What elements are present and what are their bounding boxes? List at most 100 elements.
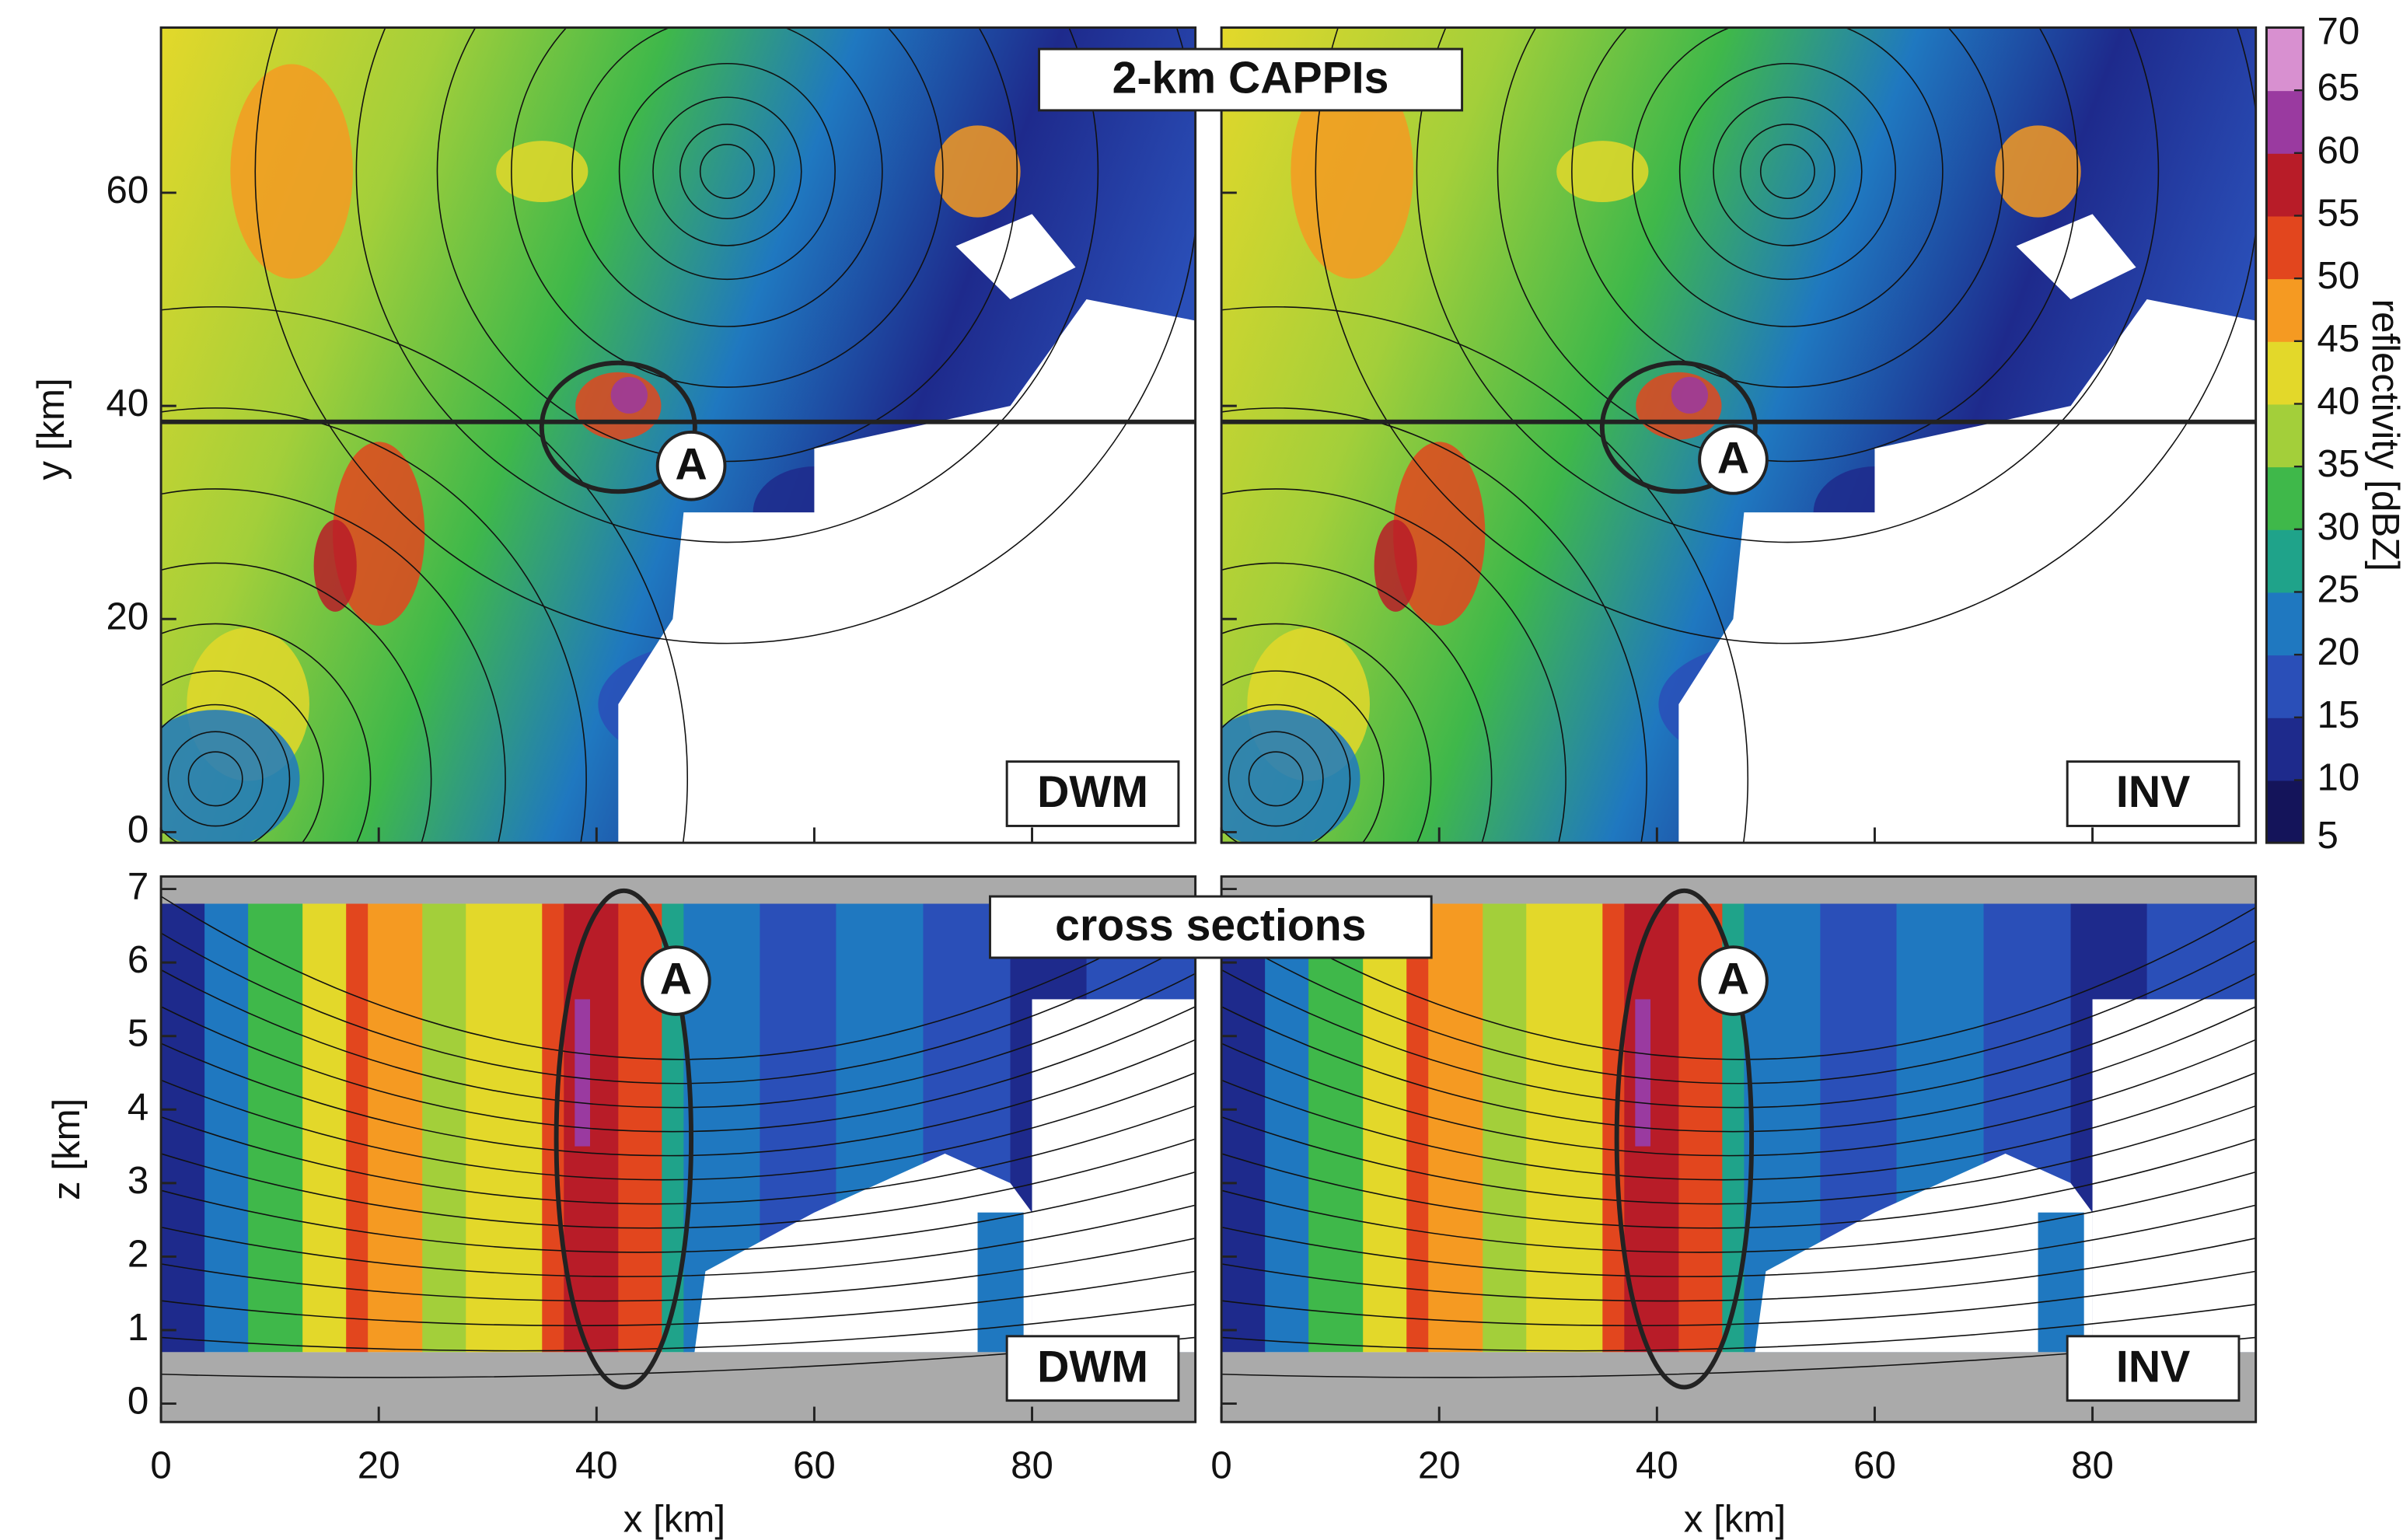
- x-tick-label: 60: [793, 1444, 836, 1486]
- field-blob: [1995, 125, 2080, 217]
- field-stripe: [1221, 903, 1266, 1352]
- colorbar-segment: [2266, 278, 2303, 342]
- panel-label: DWM: [1007, 762, 1179, 826]
- field-blob: [1192, 710, 1360, 847]
- panel-label: DWM: [1007, 1336, 1179, 1401]
- colorbar-tick-label: 35: [2317, 442, 2359, 485]
- field-stripe: [1265, 903, 1309, 1352]
- y-tick-label: 20: [107, 595, 149, 637]
- colorbar-tick-label: 25: [2317, 567, 2359, 610]
- field-blob: [230, 65, 353, 279]
- field-stripe: [575, 999, 590, 1146]
- title-top-text: 2-km CAPPIs: [1112, 54, 1389, 103]
- feature-marker-text: A: [1717, 955, 1749, 1004]
- y-axis-label: y [km]: [30, 378, 72, 480]
- x-tick-label: 20: [1418, 1444, 1461, 1486]
- figure: y [km] z [km] x [km] x [km] reflectivity…: [0, 0, 2403, 1540]
- x-tick-label: 80: [1011, 1444, 1053, 1486]
- field-stripe: [1526, 903, 1603, 1352]
- no-echo-region: [2093, 999, 2256, 1352]
- field-blob: [1374, 520, 1417, 612]
- y-tick-label: 60: [107, 169, 149, 211]
- colorbar-segment: [2266, 27, 2303, 91]
- field-stripe: [1602, 903, 1625, 1352]
- colorbar-segment: [2266, 529, 2303, 593]
- y-tick-label: 40: [107, 382, 149, 424]
- field-blob: [314, 520, 357, 612]
- z-tick-label: 2: [127, 1232, 148, 1275]
- x-tick-label: 40: [1636, 1444, 1678, 1486]
- feature-marker-text: A: [660, 955, 692, 1004]
- feature-marker: A: [658, 432, 725, 500]
- feature-marker: A: [642, 947, 710, 1014]
- x-tick-label: 20: [358, 1444, 400, 1486]
- z-tick-label: 7: [127, 865, 148, 908]
- x-tick-label: 0: [150, 1444, 171, 1486]
- z-tick-label: 1: [127, 1306, 148, 1349]
- colorbar-segment: [2266, 655, 2303, 718]
- title-bottom: cross sections: [990, 896, 1431, 958]
- colorbar-segment: [2266, 718, 2303, 781]
- z-axis-label: z [km]: [45, 1098, 88, 1200]
- colorbar-tick-label: 10: [2317, 756, 2359, 798]
- y-tick-label: 0: [127, 808, 148, 850]
- x-tick-label: 60: [1853, 1444, 1896, 1486]
- field-stripe: [1406, 903, 1429, 1352]
- z-tick-label: 3: [127, 1159, 148, 1202]
- field-stripe: [1308, 903, 1364, 1352]
- x-axis-label: x [km]: [623, 1497, 725, 1540]
- field-stripe: [161, 903, 205, 1352]
- z-tick-label: 6: [127, 938, 148, 981]
- colorbar-tick-label: 15: [2317, 693, 2359, 736]
- title-bottom-text: cross sections: [1055, 901, 1366, 951]
- field-blob: [934, 125, 1020, 217]
- colorbar-segment: [2266, 466, 2303, 530]
- panel-label-text: INV: [2116, 1342, 2190, 1392]
- colorbar-segment: [2266, 780, 2303, 843]
- field-stripe: [542, 903, 564, 1352]
- panel-label-text: DWM: [1037, 767, 1148, 817]
- colorbar-tick-label: 5: [2317, 814, 2338, 857]
- feature-marker-text: A: [675, 439, 707, 489]
- field-stripe: [2038, 1213, 2084, 1353]
- colorbar-tick-label: 40: [2317, 379, 2359, 422]
- field-stripe: [1483, 903, 1527, 1352]
- colorbar-segment: [2266, 153, 2303, 217]
- z-tick-label: 0: [127, 1380, 148, 1423]
- z-tick-label: 4: [127, 1085, 148, 1128]
- colorbar-segment: [2266, 341, 2303, 405]
- x-tick-label: 0: [1210, 1444, 1231, 1486]
- panel-label: INV: [2067, 762, 2239, 826]
- plot-layers: [0, 0, 2260, 1422]
- colorbar-tick-label: 30: [2317, 505, 2359, 548]
- field-blob: [496, 141, 588, 202]
- field-blob: [1556, 141, 1648, 202]
- x-tick-label: 80: [2071, 1444, 2114, 1486]
- panel-label-text: DWM: [1037, 1342, 1148, 1392]
- colorbar-tick-label: 20: [2317, 630, 2359, 673]
- title-top: 2-km CAPPIs: [1039, 49, 1462, 110]
- panel-label-text: INV: [2116, 767, 2190, 817]
- field-stripe: [204, 903, 249, 1352]
- feature-marker-text: A: [1717, 433, 1749, 483]
- field-blob: [131, 710, 300, 847]
- field-stripe: [466, 903, 543, 1352]
- colorbar-segment: [2266, 403, 2303, 467]
- colorbar-segment: [2266, 90, 2303, 154]
- panel-label: INV: [2067, 1336, 2239, 1401]
- field-stripe: [978, 1213, 1024, 1353]
- field-blob: [1671, 377, 1708, 414]
- colorbar-tick-label: 70: [2317, 9, 2359, 52]
- no-echo-region: [1032, 999, 1196, 1352]
- colorbar-tick-label: 60: [2317, 129, 2359, 172]
- x-tick-label: 40: [575, 1444, 618, 1486]
- colorbar-label: reflectivity [dBZ]: [2364, 299, 2403, 571]
- colorbar-tick-label: 55: [2317, 191, 2359, 234]
- feature-marker: A: [1699, 947, 1767, 1014]
- field-stripe: [346, 903, 368, 1352]
- field-stripe: [248, 903, 303, 1352]
- x-axis-label: x [km]: [1684, 1497, 1786, 1540]
- z-tick-label: 5: [127, 1012, 148, 1055]
- feature-marker: A: [1699, 426, 1767, 494]
- field-blob: [611, 377, 648, 414]
